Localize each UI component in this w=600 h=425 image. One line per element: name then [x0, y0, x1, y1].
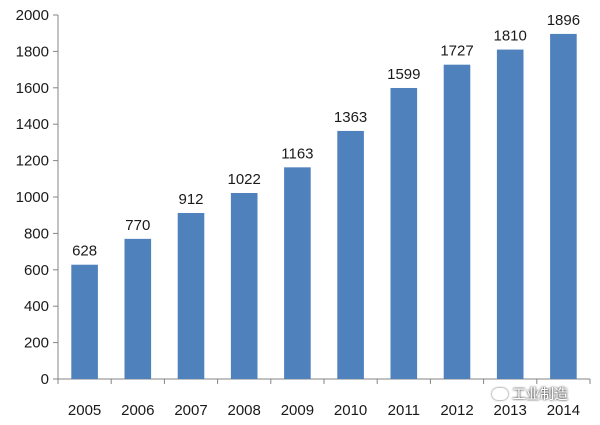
bar-2007: [177, 213, 205, 379]
data-label-2010: 1363: [334, 109, 367, 126]
y-tick-label: 800: [24, 225, 49, 242]
bar-2010: [337, 130, 364, 379]
x-tick-label-2011: 2011: [388, 402, 420, 419]
data-label-2013: 1810: [494, 28, 527, 45]
y-tick-label: 600: [24, 262, 49, 279]
data-label-2006: 770: [125, 217, 150, 234]
y-tick-label: 1600: [16, 80, 49, 97]
data-label-2007: 912: [178, 191, 203, 208]
data-label-2012: 1727: [440, 43, 473, 60]
data-label-2009: 1163: [281, 145, 313, 162]
x-tick-label-2007: 2007: [174, 402, 207, 419]
y-tick-label: 2000: [16, 7, 49, 24]
bar-2013: [496, 49, 524, 380]
x-tick-label-2009: 2009: [281, 402, 314, 419]
bar-2011: [390, 87, 418, 380]
wechat-icon: [492, 388, 508, 400]
y-tick-label: 1800: [16, 43, 49, 60]
watermark: 工业制造: [492, 384, 568, 404]
bar-2014: [550, 33, 577, 379]
y-tick-label: 1200: [16, 153, 49, 170]
x-tick-label-2013: 2013: [494, 402, 527, 419]
bar-2008: [230, 192, 258, 379]
x-tick-label-2006: 2006: [121, 402, 154, 419]
data-label-2014: 1896: [547, 12, 580, 29]
x-tick-label-2005: 2005: [68, 402, 101, 419]
y-tick-label: 1000: [16, 189, 49, 206]
bar-2012: [443, 64, 471, 379]
bar-2006: [124, 238, 152, 379]
y-tick-label: 1400: [16, 116, 49, 133]
bar-2009: [284, 167, 311, 379]
x-tick-label-2012: 2012: [440, 402, 473, 419]
y-tick-label: 400: [24, 298, 49, 315]
x-tick-label-2008: 2008: [228, 402, 261, 419]
bar-2005: [71, 264, 98, 379]
data-label-2005: 628: [72, 243, 97, 260]
watermark-text: 工业制造: [512, 387, 568, 403]
data-label-2008: 1022: [228, 171, 261, 188]
x-tick-label-2010: 2010: [334, 402, 367, 419]
y-tick-label: 200: [24, 335, 49, 352]
y-tick-label: 0: [41, 371, 49, 388]
x-tick-label-2014: 2014: [547, 402, 580, 419]
data-label-2011: 1599: [387, 66, 420, 83]
